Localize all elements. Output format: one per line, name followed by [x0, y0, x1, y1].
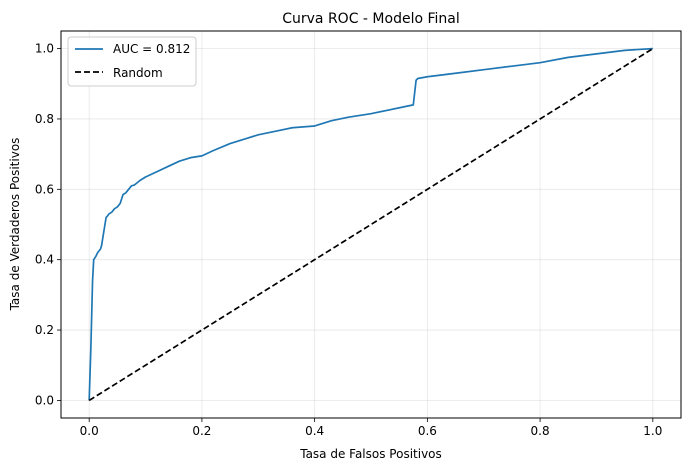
- series-layer: [88, 47, 654, 402]
- x-axis-ticks: 0.0 0.2 0.4 0.6 0.8 1.0: [80, 418, 662, 438]
- y-tick-label: 0.0: [35, 393, 54, 407]
- y-axis-label: Tasa de Verdaderos Positivos: [8, 138, 22, 312]
- x-tick-label: 1.0: [643, 424, 662, 438]
- y-tick-label: 0.8: [35, 112, 54, 126]
- chart-title: Curva ROC - Modelo Final: [282, 11, 460, 27]
- y-tick-label: 1.0: [35, 42, 54, 56]
- x-tick-label: 0.0: [80, 424, 99, 438]
- random-baseline-line: [88, 47, 654, 402]
- y-tick-label: 0.4: [35, 253, 54, 267]
- legend-label-auc: AUC = 0.812: [113, 42, 190, 56]
- legend-label-random: Random: [113, 66, 163, 80]
- y-tick-label: 0.6: [35, 182, 54, 196]
- legend: AUC = 0.812 Random: [67, 36, 197, 87]
- y-axis-ticks: 0.0 0.2 0.4 0.6 0.8 1.0: [35, 42, 61, 407]
- x-tick-label: 0.4: [305, 424, 324, 438]
- x-tick-label: 0.6: [418, 424, 437, 438]
- x-axis-label: Tasa de Falsos Positivos: [299, 447, 442, 461]
- y-tick-label: 0.2: [35, 323, 54, 337]
- x-tick-label: 0.2: [192, 424, 211, 438]
- x-tick-label: 0.8: [531, 424, 550, 438]
- plot-frame: [60, 30, 682, 419]
- roc-curve-line: [88, 47, 653, 401]
